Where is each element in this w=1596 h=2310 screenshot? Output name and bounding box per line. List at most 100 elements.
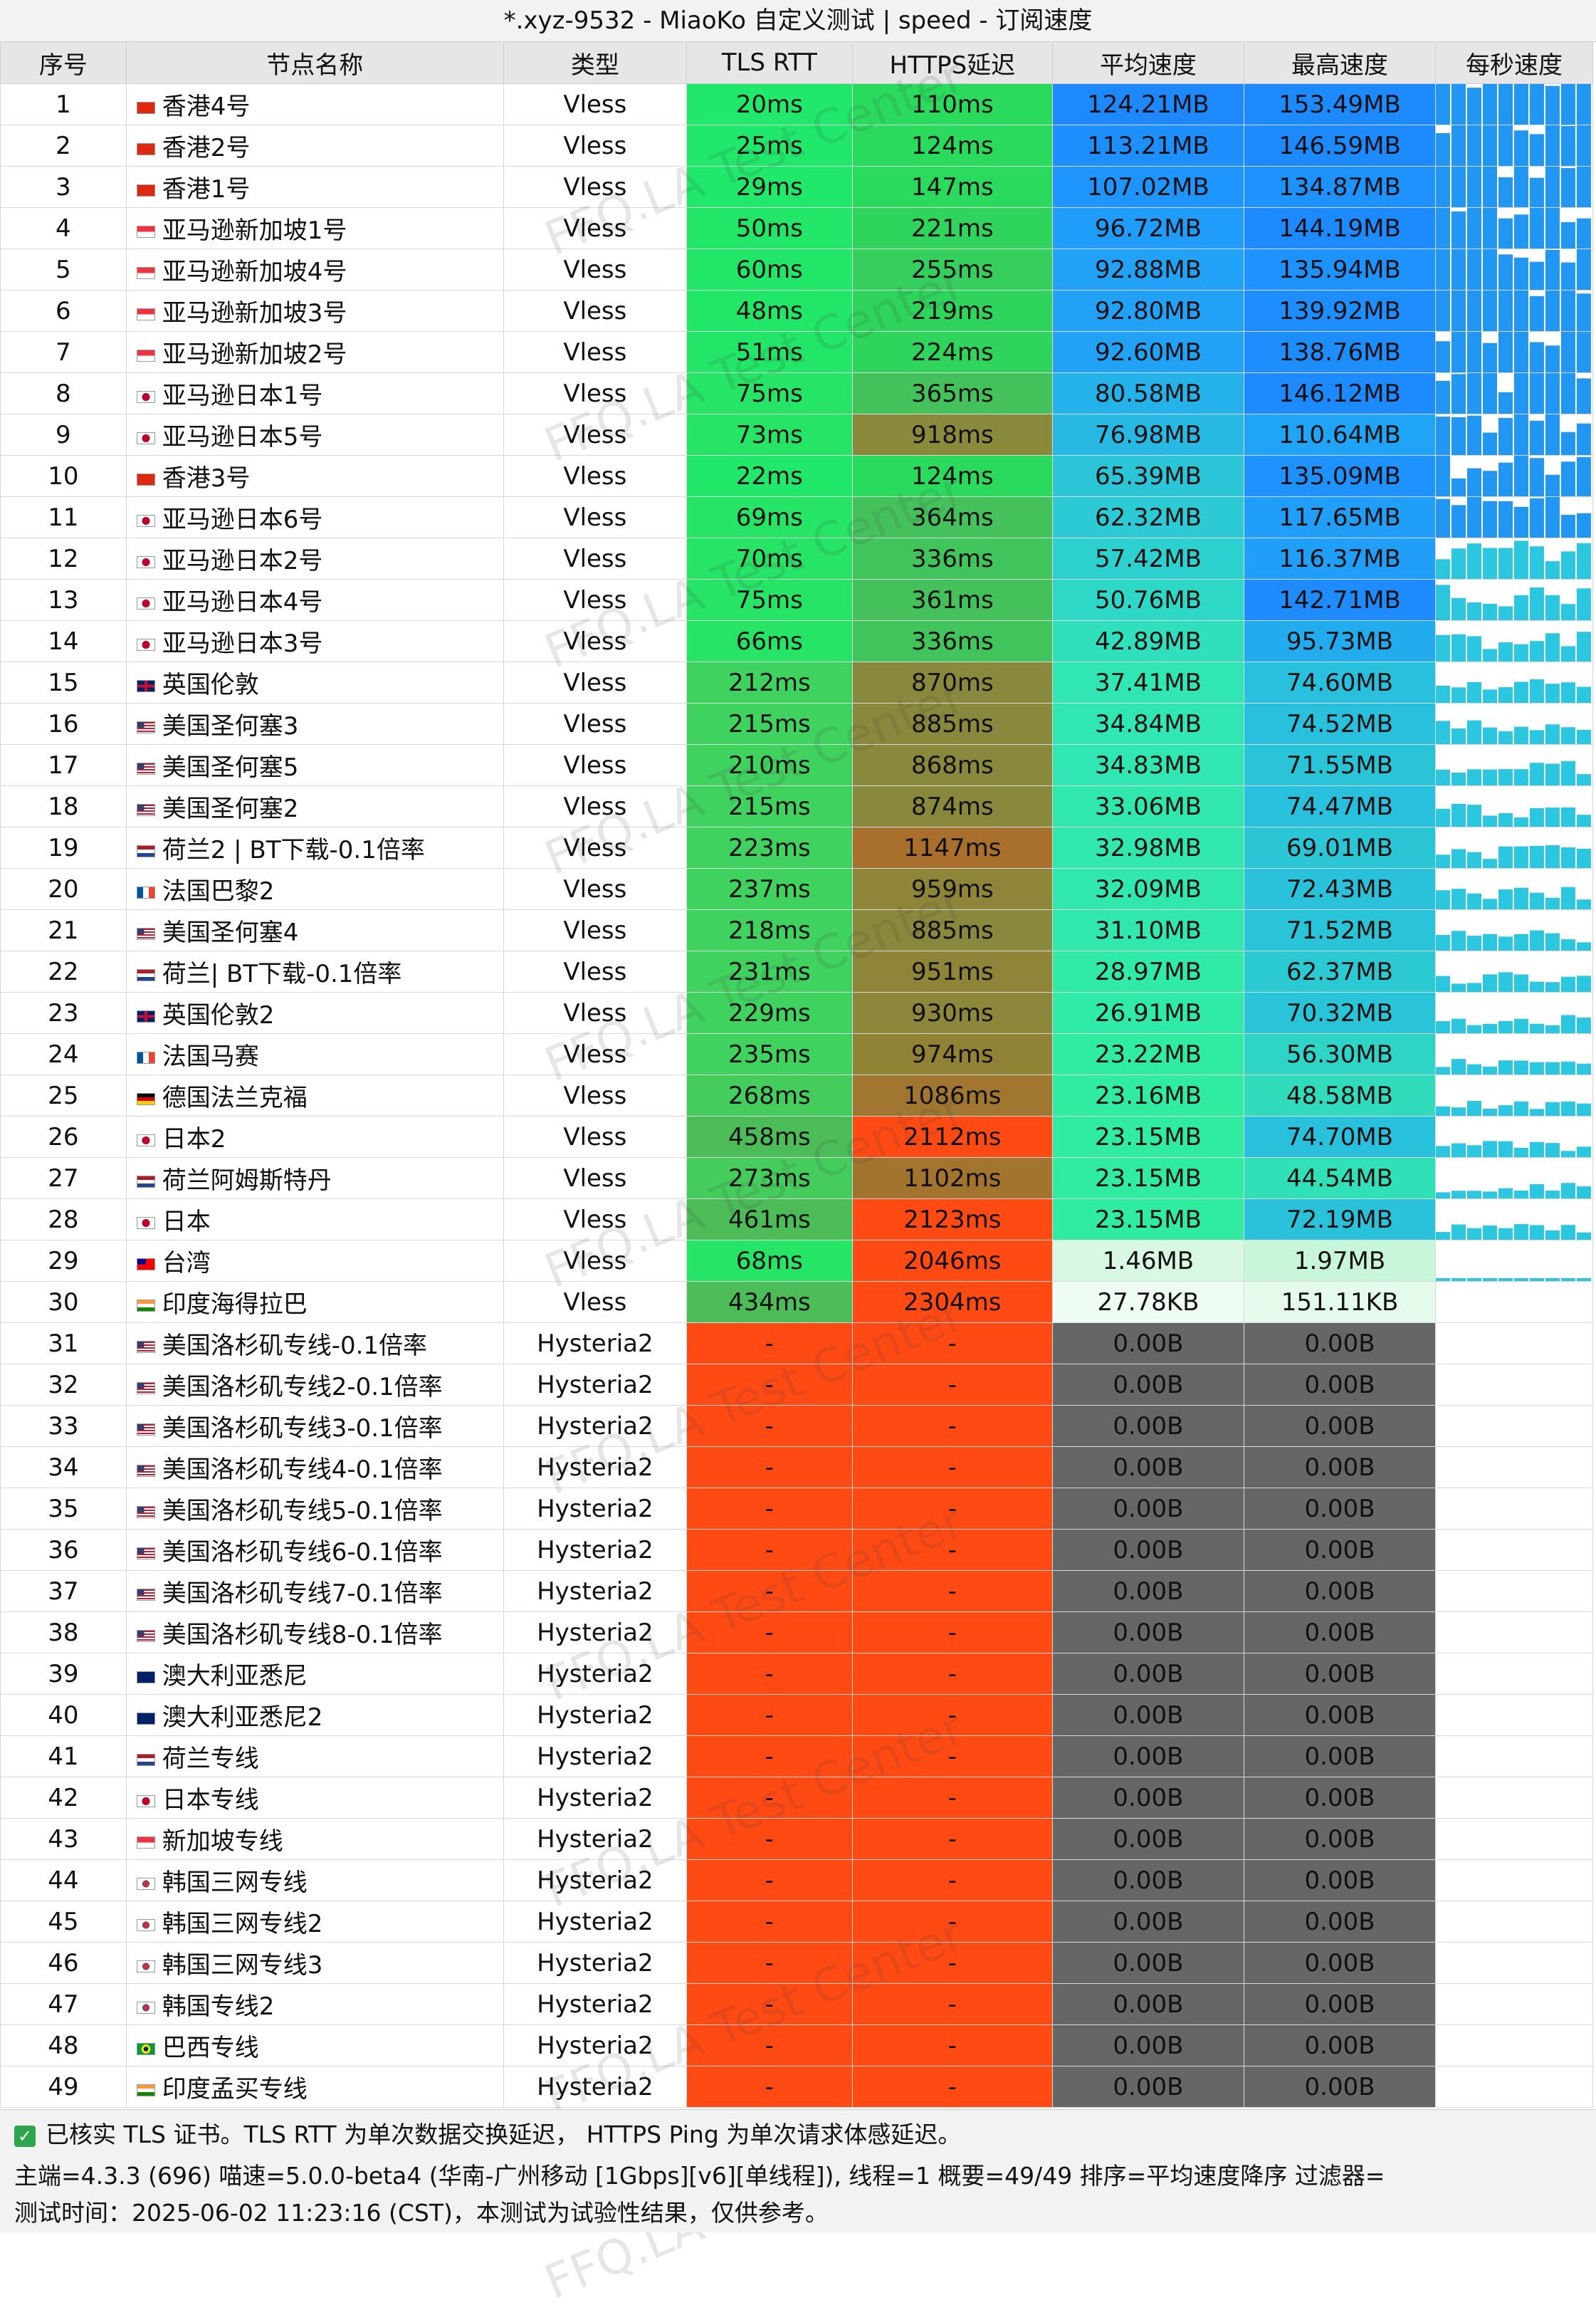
table-row[interactable]: 47 韩国专线2 Hysteria2- -0.00B 0.00B xyxy=(0,1983,1593,2025)
table-row[interactable]: 36 美国洛杉矶专线6-0.1倍率 Hysteria2- -0.00B 0.00B xyxy=(0,1529,1593,1571)
table-row[interactable]: 9 亚马逊日本5号 Vless 73ms 918ms 76.98MB 110.64MB xyxy=(0,414,1593,456)
table-row[interactable]: 26 日本2 Vless 458ms 2112ms 23.15MB 74.70MB xyxy=(0,1116,1593,1158)
table-row[interactable]: 1 香港4号 Vless 20ms 110ms 124.21MB 153.49MB xyxy=(0,83,1593,125)
speed-bar xyxy=(1545,414,1560,455)
table-row[interactable]: 48 巴西专线 Hysteria2- -0.00B 0.00B xyxy=(0,2024,1593,2066)
table-row[interactable]: 11 亚马逊日本6号 Vless 69ms 364ms 62.32MB 117.65MB xyxy=(0,496,1593,538)
node-name-label: 亚马逊新加坡2号 xyxy=(162,340,347,369)
table-row[interactable]: 2 香港2号 Vless 25ms 124ms 113.21MB 146.59MB xyxy=(0,125,1593,167)
table-row[interactable]: 14 亚马逊日本3号 Vless 66ms 336ms 42.89MB 95.73MB xyxy=(0,620,1593,662)
speed-sparkline xyxy=(1436,1015,1592,1033)
speed-bar xyxy=(1436,721,1451,744)
table-row[interactable]: 42 日本专线 Hysteria2- -0.00B 0.00B xyxy=(0,1777,1593,1819)
table-row[interactable]: 43 新加坡专线 Hysteria2- -0.00B 0.00B xyxy=(0,1818,1593,1860)
table-row[interactable]: 16 美国圣何塞3 Vless 215ms 885ms 34.84MB 74.52MB xyxy=(0,703,1593,745)
node-name-label: 美国洛杉矶专线4-0.1倍率 xyxy=(162,1455,443,1484)
table-row[interactable]: 32 美国洛杉矶专线2-0.1倍率 Hysteria2- -0.00B 0.00B xyxy=(0,1364,1593,1406)
table-row[interactable]: 12 亚马逊日本2号 Vless 70ms 336ms 57.42MB 116.37MB xyxy=(0,538,1593,580)
table-row[interactable]: 41 荷兰专线 Hysteria2- -0.00B 0.00B xyxy=(0,1735,1593,1777)
table-row[interactable]: 37 美国洛杉矶专线7-0.1倍率 Hysteria2- -0.00B 0.00B xyxy=(0,1570,1593,1612)
speed-bar xyxy=(1436,456,1451,496)
table-row[interactable]: 30 印度海得拉巴 Vless 434ms 2304ms 27.78KB 151.11KB xyxy=(0,1281,1593,1323)
speed-bar xyxy=(1530,84,1545,125)
table-row[interactable]: 20 法国巴黎2 Vless 237ms 959ms 32.09MB 72.43MB xyxy=(0,868,1593,910)
table-row[interactable]: 35 美国洛杉矶专线5-0.1倍率 Hysteria2- -0.00B 0.00B xyxy=(0,1488,1593,1530)
row-index: 2 xyxy=(0,125,127,167)
table-row[interactable]: 17 美国圣何塞5 Vless 210ms 868ms 34.83MB 71.55MB xyxy=(0,744,1593,786)
table-row[interactable]: 23 英国伦敦2 Vless 229ms 930ms 26.91MB 70.32MB xyxy=(0,992,1593,1034)
speed-sparkline xyxy=(1436,1183,1592,1198)
table-row[interactable]: 27 荷兰阿姆斯特丹 Vless 273ms 1102ms 23.15MB 44.54MB xyxy=(0,1157,1593,1199)
table-row[interactable]: 3 香港1号 Vless 29ms 147ms 107.02MB 134.87MB xyxy=(0,166,1593,208)
table-row[interactable]: 25 德国法兰克福 Vless 268ms 1086ms 23.16MB 48.58MB xyxy=(0,1075,1593,1117)
us-flag-icon xyxy=(136,1589,155,1601)
node-type: Hysteria2 xyxy=(503,1942,687,1984)
speed-bar xyxy=(1530,342,1545,372)
table-row[interactable]: 28 日本 Vless 461ms 2123ms 23.15MB 72.19MB xyxy=(0,1198,1593,1240)
tls-rtt-cell: 215ms xyxy=(686,785,853,827)
table-row[interactable]: 18 美国圣何塞2 Vless 215ms 874ms 33.06MB 74.47MB xyxy=(0,785,1593,827)
row-index: 43 xyxy=(0,1818,127,1860)
max-speed-cell: 0.00B xyxy=(1243,1777,1437,1819)
speed-bar xyxy=(1514,1018,1529,1033)
speed-bar xyxy=(1436,585,1451,620)
table-row[interactable]: 21 美国圣何塞4 Vless 218ms 885ms 31.10MB 71.52MB xyxy=(0,909,1593,951)
https-latency-cell: - xyxy=(851,1818,1053,1860)
table-row[interactable]: 45 韩国三网专线2 Hysteria2- -0.00B 0.00B xyxy=(0,1901,1593,1943)
jp-flag-icon xyxy=(136,432,155,444)
speed-bar xyxy=(1451,1191,1466,1198)
max-speed-cell: 0.00B xyxy=(1243,1901,1437,1943)
col-header-index[interactable]: 序号 xyxy=(0,41,127,84)
speed-bar xyxy=(1498,1188,1513,1198)
table-row[interactable]: 33 美国洛杉矶专线3-0.1倍率 Hysteria2- -0.00B 0.00B xyxy=(0,1405,1593,1447)
speed-bar xyxy=(1530,808,1545,827)
speed-bar xyxy=(1483,727,1498,744)
speed-bar xyxy=(1577,1017,1592,1033)
col-header-https-latency[interactable]: HTTPS延迟 xyxy=(851,41,1053,84)
node-name: 美国圣何塞2 xyxy=(125,785,504,827)
table-row[interactable]: 13 亚马逊日本4号 Vless 75ms 361ms 50.76MB 142.71MB xyxy=(0,579,1593,621)
table-row[interactable]: 5 亚马逊新加坡4号 Vless 60ms 255ms 92.88MB 135.94MB xyxy=(0,249,1593,291)
per-second-speed-graph xyxy=(1435,538,1593,580)
table-row[interactable]: 10 香港3号 Vless 22ms 124ms 65.39MB 135.09MB xyxy=(0,455,1593,497)
col-header-max-speed[interactable]: 最高速度 xyxy=(1243,41,1437,84)
table-row[interactable]: 6 亚马逊新加坡3号 Vless 48ms 219ms 92.80MB 139.92MB xyxy=(0,290,1593,332)
col-header-per-second-speed[interactable]: 每秒速度 xyxy=(1435,41,1593,84)
col-header-avg-speed[interactable]: 平均速度 xyxy=(1051,41,1244,84)
jp-flag-icon xyxy=(136,1795,155,1807)
table-row[interactable]: 29 台湾 Vless 68ms 2046ms 1.46MB 1.97MB xyxy=(0,1240,1593,1282)
https-latency-cell: 336ms xyxy=(851,620,1053,662)
table-row[interactable]: 24 法国马赛 Vless 235ms 974ms 23.22MB 56.30MB xyxy=(0,1033,1593,1075)
node-type: Hysteria2 xyxy=(503,1901,687,1943)
table-row[interactable]: 44 韩国三网专线 Hysteria2- -0.00B 0.00B xyxy=(0,1859,1593,1901)
speed-bar xyxy=(1498,1278,1513,1281)
table-row[interactable]: 31 美国洛杉矶专线-0.1倍率 Hysteria2- -0.00B 0.00B xyxy=(0,1322,1593,1364)
table-row[interactable]: 22 荷兰| BT下载-0.1倍率 Vless 231ms 951ms 28.97MB 62… xyxy=(0,951,1593,993)
results-table: 序号 节点名称 类型 TLS RTT HTTPS延迟 平均速度 最高速度 每秒速… xyxy=(0,41,1593,2108)
table-row[interactable]: 46 韩国三网专线3 Hysteria2- -0.00B 0.00B xyxy=(0,1942,1593,1984)
table-row[interactable]: 15 英国伦敦 Vless 212ms 870ms 37.41MB 74.60MB xyxy=(0,662,1593,704)
speed-sparkline xyxy=(1436,845,1592,868)
col-header-name[interactable]: 节点名称 xyxy=(125,41,504,84)
col-header-type[interactable]: 类型 xyxy=(503,41,687,84)
node-name-label: 印度孟买专线 xyxy=(162,2075,308,2103)
table-row[interactable]: 8 亚马逊日本1号 Vless 75ms 365ms 80.58MB 146.12MB xyxy=(0,372,1593,414)
table-row[interactable]: 38 美国洛杉矶专线8-0.1倍率 Hysteria2- -0.00B 0.00B xyxy=(0,1611,1593,1653)
speed-bar xyxy=(1577,1232,1592,1240)
table-row[interactable]: 39 澳大利亚悉尼 Hysteria2- -0.00B 0.00B xyxy=(0,1653,1593,1695)
us-flag-icon xyxy=(136,1465,155,1477)
table-row[interactable]: 34 美国洛杉矶专线4-0.1倍率 Hysteria2- -0.00B 0.00B xyxy=(0,1446,1593,1488)
table-row[interactable]: 19 荷兰2 | BT下载-0.1倍率 Vless 223ms 1147ms 32.98M… xyxy=(0,827,1593,869)
table-row[interactable]: 40 澳大利亚悉尼2 Hysteria2- -0.00B 0.00B xyxy=(0,1694,1593,1736)
speed-bar xyxy=(1467,543,1482,579)
table-row[interactable]: 49 印度孟买专线 Hysteria2- -0.00B 0.00B xyxy=(0,2066,1593,2108)
table-row[interactable]: 7 亚马逊新加坡2号 Vless 51ms 224ms 92.60MB 138.76MB xyxy=(0,331,1593,373)
avg-speed-cell: 92.60MB xyxy=(1051,331,1244,373)
speed-bar xyxy=(1436,1021,1451,1033)
col-header-tls-rtt[interactable]: TLS RTT xyxy=(686,41,853,84)
node-name: 澳大利亚悉尼 xyxy=(125,1653,504,1695)
node-name-label: 香港4号 xyxy=(162,93,251,121)
node-type: Vless xyxy=(503,951,687,993)
nl-flag-icon xyxy=(136,969,155,981)
table-row[interactable]: 4 亚马逊新加坡1号 Vless 50ms 221ms 96.72MB 144.19MB xyxy=(0,207,1593,249)
